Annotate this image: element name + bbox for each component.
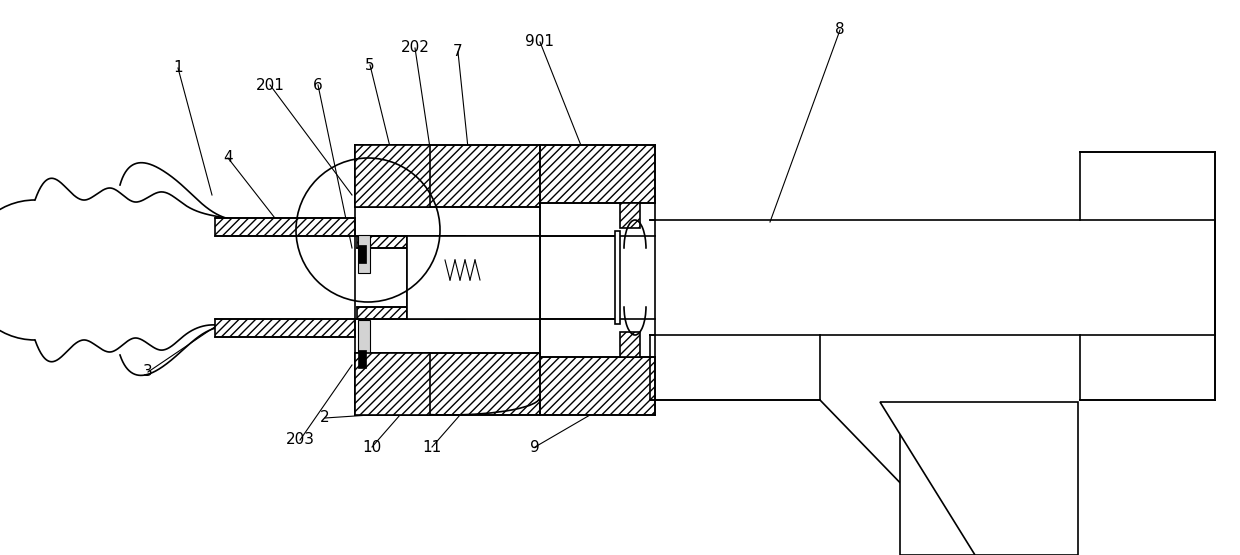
Bar	[358, 320, 370, 358]
Bar	[358, 235, 370, 273]
Bar	[615, 231, 620, 324]
Text: 1: 1	[174, 60, 182, 75]
Bar	[407, 236, 539, 319]
Bar	[215, 218, 355, 236]
Text: 203: 203	[285, 432, 315, 447]
Bar	[620, 203, 640, 228]
Polygon shape	[900, 403, 1075, 555]
Text: 10: 10	[362, 440, 382, 455]
Bar	[355, 145, 430, 207]
Bar	[539, 357, 655, 415]
Bar	[445, 236, 465, 256]
Text: 11: 11	[423, 440, 441, 455]
Text: 201: 201	[255, 78, 284, 93]
Bar	[358, 350, 366, 368]
Bar	[445, 299, 465, 319]
Bar	[355, 353, 539, 415]
Bar	[357, 307, 407, 319]
Bar	[539, 145, 655, 203]
Text: 202: 202	[401, 41, 429, 56]
Text: 2: 2	[320, 411, 330, 426]
Bar	[357, 236, 407, 248]
Bar	[358, 245, 366, 263]
Text: 5: 5	[366, 58, 374, 73]
Text: 8: 8	[836, 23, 844, 38]
Bar	[215, 319, 355, 337]
Text: 4: 4	[223, 150, 233, 165]
Text: 9: 9	[531, 440, 539, 455]
Text: 901: 901	[526, 34, 554, 49]
Bar	[355, 145, 539, 207]
Bar	[355, 353, 430, 415]
Text: 6: 6	[314, 78, 322, 93]
Text: 3: 3	[143, 365, 153, 380]
Text: 7: 7	[453, 44, 463, 59]
Bar	[620, 332, 640, 357]
Polygon shape	[880, 402, 1078, 555]
